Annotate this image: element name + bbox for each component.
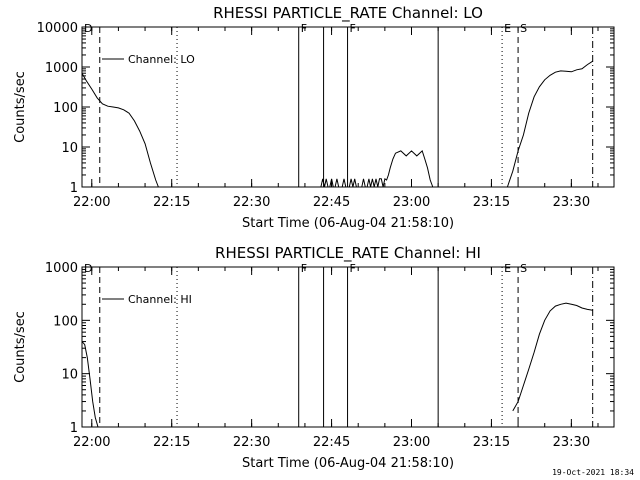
y-tick-label: 1000: [45, 261, 78, 276]
y-tick-label: 1: [70, 181, 78, 196]
event-marker-label: F: [350, 22, 356, 35]
y-tick-label: 10000: [37, 21, 78, 36]
legend-label: Channel: LO: [128, 53, 195, 66]
x-tick-label: 22:45: [313, 195, 350, 210]
x-tick-label: 22:30: [233, 195, 270, 210]
legend-label: Channel: HI: [128, 293, 192, 306]
x-axis-label: Start Time (06-Aug-04 21:58:10): [242, 456, 454, 471]
x-tick-label: 22:30: [233, 435, 270, 450]
y-tick-label: 100: [53, 314, 78, 329]
y-tick-label: 1: [70, 421, 78, 436]
event-marker-label: F: [301, 262, 307, 275]
x-tick-label: 22:15: [153, 435, 190, 450]
x-tick-label: 22:15: [153, 195, 190, 210]
y-axis-label: Counts/sec: [13, 71, 28, 143]
series-line: [506, 60, 593, 188]
x-axis-label: Start Time (06-Aug-04 21:58:10): [242, 216, 454, 231]
y-tick-label: 10: [61, 141, 78, 156]
x-tick-label: 23:15: [473, 195, 510, 210]
y-tick-label: 10: [61, 368, 78, 383]
event-marker-label: S: [520, 22, 527, 35]
chart-title: RHESSI PARTICLE_RATE Channel: LO: [213, 4, 483, 23]
x-tick-label: 23:00: [393, 195, 430, 210]
x-tick-label: 22:00: [73, 195, 110, 210]
x-tick-label: 23:30: [553, 435, 590, 450]
event-marker-label: E: [504, 262, 511, 275]
event-marker-label: S: [520, 262, 527, 275]
x-tick-label: 22:00: [73, 435, 110, 450]
series-line: [81, 341, 99, 428]
event-marker-label: D: [84, 22, 92, 35]
series-line: [512, 302, 593, 412]
chart-title: RHESSI PARTICLE_RATE Channel: HI: [215, 244, 481, 263]
event-marker-label: E: [504, 22, 511, 35]
x-tick-label: 23:30: [553, 195, 590, 210]
event-marker-label: F: [301, 22, 307, 35]
event-marker-label: F: [350, 262, 356, 275]
footer-timestamp: 19-Oct-2021 18:34: [552, 468, 634, 477]
series-line: [320, 149, 434, 188]
y-tick-label: 100: [53, 101, 78, 116]
event-marker-label: D: [84, 262, 92, 275]
x-tick-label: 22:45: [313, 435, 350, 450]
series-line: [81, 72, 159, 188]
x-tick-label: 23:15: [473, 435, 510, 450]
x-tick-label: 23:00: [393, 435, 430, 450]
y-tick-label: 1000: [45, 61, 78, 76]
y-axis-label: Counts/sec: [13, 311, 28, 383]
